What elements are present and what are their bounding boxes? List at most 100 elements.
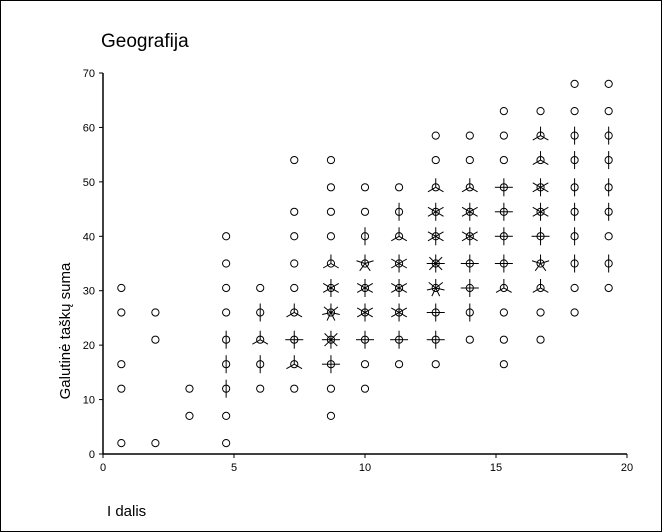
point-circle [570, 107, 579, 116]
data-point [256, 384, 265, 393]
data-point [531, 254, 550, 272]
data-point [427, 202, 444, 221]
data-point [356, 303, 374, 322]
data-point [536, 335, 545, 344]
point-circle [326, 155, 336, 165]
sunflower-petal [435, 206, 444, 213]
point-circle [499, 107, 508, 116]
point-circle [185, 384, 194, 393]
data-point [604, 283, 613, 293]
point-circle [222, 259, 231, 268]
data-point [499, 107, 508, 116]
data-point [222, 411, 231, 420]
sunflower-petal [427, 186, 436, 193]
data-point [394, 360, 404, 369]
point-circle [326, 183, 336, 192]
data-point [604, 151, 613, 170]
sunflower-petal [324, 332, 332, 341]
data-point [185, 411, 194, 420]
point-circle [326, 207, 336, 216]
point-circle [465, 335, 474, 344]
sunflower-petal [461, 231, 471, 237]
point-circle [604, 107, 613, 116]
y-tick-label: 60 [83, 122, 95, 134]
sunflower-petal [435, 256, 443, 264]
sunflower-petal [252, 339, 261, 345]
sunflower-petal [330, 339, 338, 347]
sunflower-petal [435, 287, 441, 297]
x-tick-label: 5 [231, 462, 237, 474]
point-circle [360, 384, 370, 393]
sunflower-petal [398, 287, 408, 293]
point-circle [222, 283, 231, 293]
data-point [426, 254, 445, 273]
data-point [391, 303, 408, 322]
sunflower-petal [461, 211, 471, 217]
sunflower-petal [330, 312, 336, 321]
data-point [465, 155, 474, 165]
data-point [222, 355, 231, 374]
sunflower-petal [534, 263, 541, 272]
sunflower-petal [427, 235, 436, 242]
sunflower-petal [398, 263, 408, 269]
sunflower-petal [469, 186, 478, 193]
point-circle [290, 283, 299, 293]
point-circle [290, 259, 299, 268]
sunflower-petal [503, 287, 512, 293]
y-tick-label: 40 [83, 231, 95, 243]
sunflower-petal [398, 283, 408, 289]
data-point [360, 384, 370, 393]
sunflower-petal [330, 263, 339, 269]
data-point [570, 126, 579, 145]
data-point [256, 283, 265, 293]
data-point [499, 155, 508, 165]
data-point [222, 379, 231, 398]
point-circle [394, 360, 404, 369]
data-point [290, 232, 299, 241]
sunflower-petal [428, 281, 437, 289]
sunflower-petal [435, 235, 444, 242]
data-point [426, 278, 445, 297]
sunflower-petal [435, 281, 444, 289]
point-circle [499, 308, 508, 317]
point-circle [326, 384, 336, 393]
data-point [117, 283, 126, 293]
sunflower-petal [324, 339, 332, 347]
sunflower-petal [330, 287, 339, 293]
data-point [461, 227, 478, 246]
data-point [326, 183, 336, 192]
sunflower-petal [356, 283, 366, 289]
sunflower-petal [435, 263, 443, 271]
point-circle [151, 439, 160, 448]
sunflower-petal [435, 231, 444, 237]
sunflower-petal [461, 235, 471, 242]
data-point [222, 439, 231, 448]
data-point [391, 278, 408, 297]
sunflower-petal [469, 211, 478, 217]
sunflower-petal [540, 135, 549, 141]
data-point [151, 308, 160, 317]
data-point [427, 227, 444, 246]
data-point [604, 232, 613, 241]
data-point [222, 232, 231, 241]
sunflower-petal [286, 312, 295, 318]
sunflower-petal [532, 159, 541, 166]
sunflower-petal [461, 186, 471, 193]
point-circle [394, 183, 404, 192]
sunflower-petal [294, 363, 303, 370]
point-circle [499, 360, 508, 369]
point-circle [360, 183, 370, 192]
data-point [360, 360, 370, 369]
data-point [117, 360, 126, 369]
data-point [326, 155, 336, 165]
axes: 0 10 20 30 40 50 60 70 0 5 10 15 20 [83, 68, 633, 474]
point-circle [326, 411, 336, 420]
data-point [256, 303, 265, 322]
sunflower-petal [322, 283, 332, 289]
data-point [322, 254, 339, 269]
sunflower-petal [330, 332, 338, 341]
point-circle [536, 308, 545, 317]
data-point [360, 183, 370, 192]
data-point [536, 107, 545, 116]
sunflower-petal [330, 311, 340, 315]
